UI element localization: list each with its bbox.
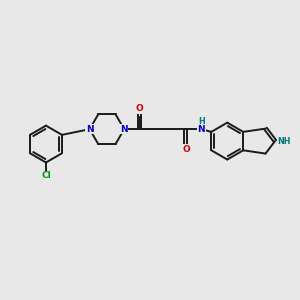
Text: O: O bbox=[182, 145, 190, 154]
Text: N: N bbox=[86, 125, 94, 134]
Text: H: H bbox=[198, 117, 205, 126]
Text: NH: NH bbox=[277, 136, 291, 146]
Text: O: O bbox=[136, 104, 143, 113]
Text: N: N bbox=[120, 125, 128, 134]
Text: N: N bbox=[198, 125, 205, 134]
Text: Cl: Cl bbox=[41, 171, 51, 180]
